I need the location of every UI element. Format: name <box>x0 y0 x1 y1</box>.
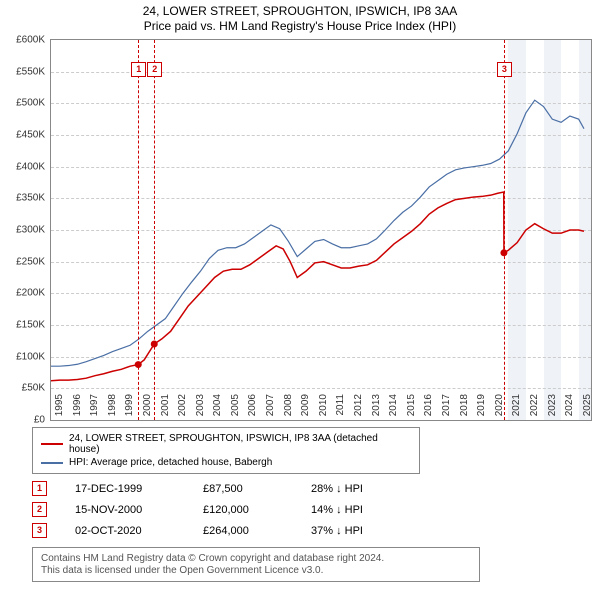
y-axis-label: £450K <box>16 130 45 141</box>
legend-label: 24, LOWER STREET, SPROUGHTON, IPSWICH, I… <box>69 433 411 455</box>
y-axis-label: £400K <box>16 161 45 172</box>
x-axis-label: 2011 <box>335 394 346 424</box>
legend-swatch <box>41 462 63 464</box>
x-axis-label: 2018 <box>459 394 470 424</box>
table-marker-id: 3 <box>32 523 47 538</box>
x-axis-label: 2010 <box>318 394 329 424</box>
y-axis-label: £600K <box>16 35 45 46</box>
x-axis-label: 2021 <box>511 394 522 424</box>
sale-marker-box: 1 <box>131 62 146 77</box>
chart-subtitle: Price paid vs. HM Land Registry's House … <box>0 19 600 33</box>
x-axis-label: 2014 <box>388 394 399 424</box>
table-price: £87,500 <box>203 483 283 495</box>
x-axis-label: 2004 <box>212 394 223 424</box>
x-axis-label: 2008 <box>283 394 294 424</box>
x-axis-label: 2022 <box>529 394 540 424</box>
y-axis-label: £250K <box>16 256 45 267</box>
table-marker-id: 2 <box>32 502 47 517</box>
sale-marker-box: 3 <box>497 62 512 77</box>
sales-table: 1 17-DEC-1999 £87,500 28% ↓ HPI 2 15-NOV-2000… <box>32 478 600 541</box>
x-axis-label: 2024 <box>564 394 575 424</box>
y-axis-label: £150K <box>16 320 45 331</box>
footer-line-2: This data is licensed under the Open Gov… <box>41 565 471 576</box>
footer-box: Contains HM Land Registry data © Crown c… <box>32 547 480 582</box>
x-axis-label: 1996 <box>72 394 83 424</box>
chart-container: 24, LOWER STREET, SPROUGHTON, IPSWICH, I… <box>0 4 600 594</box>
sale-marker-line <box>504 40 505 420</box>
x-axis-label: 2005 <box>230 394 241 424</box>
x-axis-label: 2002 <box>177 394 188 424</box>
y-axis-label: £100K <box>16 351 45 362</box>
table-row: 3 02-OCT-2020 £264,000 37% ↓ HPI <box>32 520 600 541</box>
x-axis-label: 2023 <box>547 394 558 424</box>
x-axis-label: 2007 <box>265 394 276 424</box>
table-pct: 28% ↓ HPI <box>311 483 391 495</box>
sale-marker-line <box>154 40 155 420</box>
y-axis-label: £200K <box>16 288 45 299</box>
table-pct: 14% ↓ HPI <box>311 504 391 516</box>
x-axis-label: 2006 <box>247 394 258 424</box>
y-axis-label: £50K <box>22 383 45 394</box>
y-axis-label: £0 <box>34 415 45 426</box>
y-axis-label: £550K <box>16 66 45 77</box>
table-price: £120,000 <box>203 504 283 516</box>
sale-marker-line <box>138 40 139 420</box>
x-axis-label: 1998 <box>107 394 118 424</box>
x-axis-label: 2000 <box>142 394 153 424</box>
table-pct: 37% ↓ HPI <box>311 525 391 537</box>
x-axis-label: 2013 <box>371 394 382 424</box>
x-axis-label: 2001 <box>160 394 171 424</box>
legend-row: 24, LOWER STREET, SPROUGHTON, IPSWICH, I… <box>41 432 411 456</box>
chart-plot-area: £0£50K£100K£150K£200K£250K£300K£350K£400… <box>50 39 592 421</box>
x-axis-label: 1999 <box>124 394 135 424</box>
table-price: £264,000 <box>203 525 283 537</box>
table-date: 17-DEC-1999 <box>75 483 175 495</box>
footer-line-1: Contains HM Land Registry data © Crown c… <box>41 553 471 564</box>
table-row: 2 15-NOV-2000 £120,000 14% ↓ HPI <box>32 499 600 520</box>
chart-title: 24, LOWER STREET, SPROUGHTON, IPSWICH, I… <box>0 4 600 18</box>
chart-svg <box>51 40 591 420</box>
x-axis-label: 2019 <box>476 394 487 424</box>
y-axis-label: £300K <box>16 225 45 236</box>
legend-box: 24, LOWER STREET, SPROUGHTON, IPSWICH, I… <box>32 427 420 474</box>
table-date: 15-NOV-2000 <box>75 504 175 516</box>
y-axis-label: £350K <box>16 193 45 204</box>
x-axis-label: 2015 <box>406 394 417 424</box>
x-axis-label: 2025 <box>582 394 593 424</box>
x-axis-label: 2017 <box>441 394 452 424</box>
table-date: 02-OCT-2020 <box>75 525 175 537</box>
legend-label: HPI: Average price, detached house, Babe… <box>69 457 272 468</box>
x-axis-label: 2009 <box>300 394 311 424</box>
legend-row: HPI: Average price, detached house, Babe… <box>41 456 411 469</box>
table-marker-id: 1 <box>32 481 47 496</box>
x-axis-label: 2012 <box>353 394 364 424</box>
sale-marker-box: 2 <box>147 62 162 77</box>
table-row: 1 17-DEC-1999 £87,500 28% ↓ HPI <box>32 478 600 499</box>
x-axis-label: 2003 <box>195 394 206 424</box>
x-axis-label: 2016 <box>423 394 434 424</box>
y-axis-label: £500K <box>16 98 45 109</box>
x-axis-label: 1997 <box>89 394 100 424</box>
x-axis-label: 1995 <box>54 394 65 424</box>
legend-swatch <box>41 443 63 445</box>
